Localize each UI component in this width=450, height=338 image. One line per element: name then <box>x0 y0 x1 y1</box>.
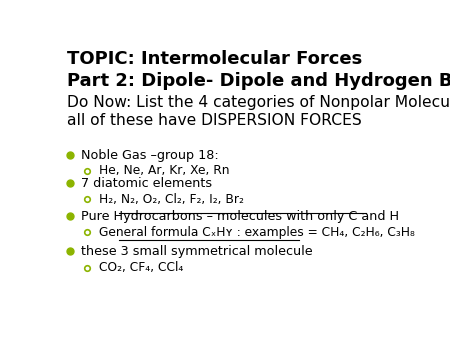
Text: He, Ne, Ar, Kr, Xe, Rn: He, Ne, Ar, Kr, Xe, Rn <box>99 164 230 177</box>
Text: General formula CₓHʏ : examples = CH₄, C₂H₆, C₃H₈: General formula CₓHʏ : examples = CH₄, C… <box>99 226 414 239</box>
Text: CO₂, CF₄, CCl₄: CO₂, CF₄, CCl₄ <box>99 261 183 274</box>
Text: these 3 small symmetrical molecule: these 3 small symmetrical molecule <box>81 245 313 258</box>
Text: Part 2: Dipole- Dipole and Hydrogen Bonding: Part 2: Dipole- Dipole and Hydrogen Bond… <box>68 72 450 90</box>
Text: H₂, N₂, O₂, Cl₂, F₂, I₂, Br₂: H₂, N₂, O₂, Cl₂, F₂, I₂, Br₂ <box>99 193 243 206</box>
Text: 7 diatomic elements: 7 diatomic elements <box>81 177 212 190</box>
Text: Do Now: List the 4 categories of Nonpolar Molecules –: Do Now: List the 4 categories of Nonpola… <box>68 95 450 110</box>
Text: all of these have DISPERSION FORCES: all of these have DISPERSION FORCES <box>68 113 362 128</box>
Text: Noble Gas –group 18:: Noble Gas –group 18: <box>81 149 219 162</box>
Text: TOPIC: Intermolecular Forces: TOPIC: Intermolecular Forces <box>68 50 363 68</box>
Text: Pure Hydrocarbons – molecules with only C and H: Pure Hydrocarbons – molecules with only … <box>81 210 400 223</box>
